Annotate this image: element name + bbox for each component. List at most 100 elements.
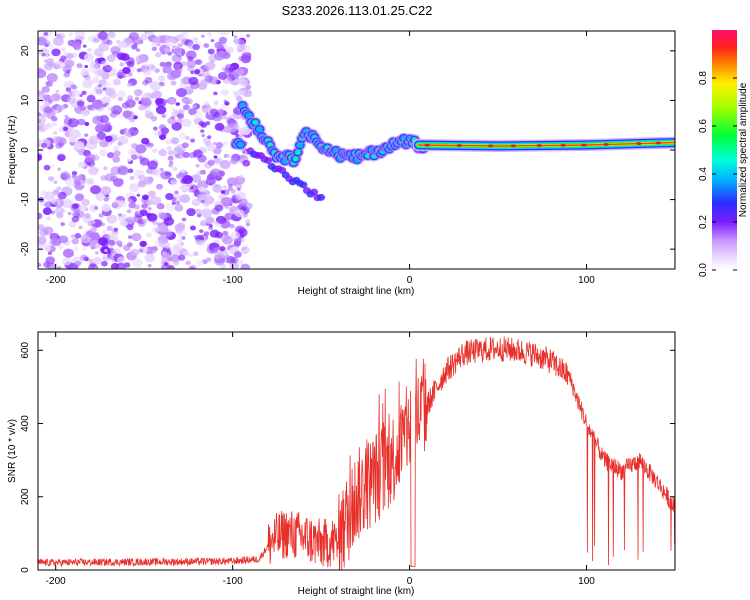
noise-blob [223,99,228,103]
noise-blob [180,77,189,85]
noise-blob [110,105,123,115]
noise-blob [226,256,236,264]
noise-blob [169,178,178,185]
noise-blob [86,48,93,53]
noise-blob [127,235,133,240]
noise-blob [45,80,53,87]
noise-blob [136,48,141,52]
noise-blob [91,77,100,84]
noise-blob [84,64,89,69]
spectrogram-y-tick-label: 10 [20,94,31,106]
noise-blob [207,135,212,139]
noise-blob [81,90,87,95]
snr-x-label: Height of straight line (km) [298,586,415,597]
noise-blob [223,141,229,146]
noise-blob [170,115,175,120]
noise-blob [58,244,64,250]
branch-blob [299,181,308,189]
noise-blob [199,229,204,234]
noise-blob [139,209,148,217]
noise-blob [117,40,127,49]
noise-blob [38,36,47,46]
noise-blob [88,64,100,74]
noise-blob [113,227,119,232]
noise-blob [39,228,49,237]
noise-blob [130,248,140,257]
noise-blob [99,149,108,157]
noise-blob [138,155,143,160]
noise-blob [200,169,206,175]
noise-blob [38,67,43,74]
noise-blob [171,201,176,205]
noise-blob [78,174,86,181]
noise-blob [201,34,205,38]
noise-blob [170,253,181,263]
noise-blob [162,226,169,233]
noise-blob [185,260,191,266]
noise-blob [175,200,181,206]
noise-blob [55,143,63,149]
noise-blob [132,258,143,268]
noise-blob [208,224,213,228]
noise-blob [57,154,66,162]
noise-blob [147,160,158,170]
noise-blob [38,95,45,104]
noise-blob [43,226,54,235]
noise-blob [86,104,94,110]
noise-blob [186,59,197,68]
noise-blob [126,60,135,68]
noise-blob [91,220,96,224]
noise-blob [170,180,178,187]
noise-blob [214,122,225,131]
noise-blob [46,58,55,65]
noise-blob [227,186,234,192]
snr-x-tick-label: -200 [46,576,66,587]
noise-blob [112,145,120,152]
noise-blob [110,262,120,269]
noise-blob [157,222,162,226]
noise-blob [160,127,170,135]
colorbar-tick-label: 0.2 [698,215,709,229]
noise-blob [207,48,215,55]
noise-blob [52,122,58,127]
noise-blob [143,31,155,36]
noise-blob [183,250,191,257]
noise-blob [129,175,135,180]
noise-blob [198,186,207,193]
noise-blob [210,246,219,254]
noise-blob [73,179,81,186]
spectrogram-x-tick-label: -100 [223,275,243,286]
tail-peak [560,143,567,147]
noise-blob [195,239,202,245]
noise-blob [235,95,243,102]
noise-blob [80,234,91,244]
noise-blob [99,122,109,130]
noise-blob [149,81,161,91]
noise-blob [200,122,208,128]
noise-blob [92,256,102,265]
noise-blob [224,212,234,221]
spectrogram-y-tick-label: 0 [20,147,31,153]
noise-blob [127,148,137,156]
noise-blob [222,230,229,236]
noise-blob [116,256,126,264]
tail-peak [635,142,642,145]
noise-blob [237,259,244,265]
noise-blob [181,118,192,128]
noise-blob [38,47,50,58]
noise-blob [44,201,53,208]
noise-blob [102,229,107,234]
noise-blob [194,208,202,215]
noise-blob [206,144,216,152]
noise-blob [175,34,184,41]
noise-blob [167,150,174,156]
noise-blob [233,35,238,39]
noise-blob [88,135,100,145]
noise-blob [126,82,133,88]
noise-blob [190,138,196,143]
snr-x-tick-label: -100 [223,576,243,587]
noise-blob [104,87,115,97]
noise-blob [108,32,116,39]
